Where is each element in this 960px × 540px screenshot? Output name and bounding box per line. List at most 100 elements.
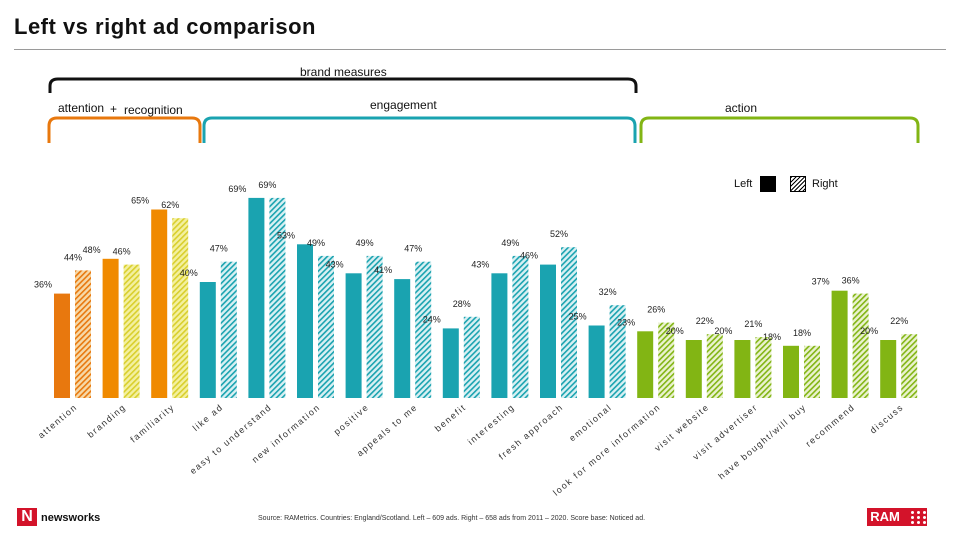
attention-label: attention xyxy=(58,101,105,115)
category-label-branding: branding xyxy=(85,402,127,440)
category-label-look-for-more-information: look for more information xyxy=(551,402,662,498)
engagement-label: engagement xyxy=(370,98,437,112)
data-label-visit-advertiser-left: 20% xyxy=(714,326,732,336)
engagement-bracket xyxy=(202,116,637,143)
bar-recommend-right xyxy=(852,293,869,398)
data-label-interesting-left: 43% xyxy=(471,259,489,269)
data-label-fresh-approach-right: 52% xyxy=(550,229,568,239)
bar-fresh-approach-left xyxy=(540,264,556,398)
data-label-benefit-left: 24% xyxy=(423,314,441,324)
data-label-branding-left: 48% xyxy=(83,245,101,255)
bar-new-information-right xyxy=(318,255,334,398)
bar-recommend-left xyxy=(831,290,848,398)
data-label-visit-advertiser-right: 21% xyxy=(744,319,762,329)
recognition-label: recognition xyxy=(124,103,183,117)
brand-measures-label: brand measures xyxy=(300,65,387,79)
bar-look-for-more-information-left xyxy=(637,331,654,398)
data-label-look-for-more-information-left: 23% xyxy=(617,317,635,327)
plus-label: + xyxy=(110,102,118,116)
data-label-branding-right: 46% xyxy=(113,247,131,257)
data-label-recommend-right: 36% xyxy=(842,276,860,286)
category-label-like-ad: like ad xyxy=(191,402,225,433)
data-label-fresh-approach-left: 46% xyxy=(520,251,538,261)
data-label-familiarity-left: 65% xyxy=(131,196,149,206)
category-label-easy-to-understand: easy to understand xyxy=(188,402,274,476)
category-label-positive: positive xyxy=(332,402,371,437)
bar-familiarity-left xyxy=(151,209,168,398)
data-label-discuss-right: 22% xyxy=(890,316,908,326)
data-label-appeals-to-me-right: 47% xyxy=(404,244,422,254)
bar-easy-to-understand-right xyxy=(269,197,286,398)
data-label-attention-left: 36% xyxy=(34,280,52,290)
bar-appeals-to-me-left xyxy=(394,279,411,398)
data-label-interesting-right: 49% xyxy=(501,238,519,248)
category-label-recommend: recommend xyxy=(804,402,857,449)
title-divider xyxy=(14,49,946,50)
data-label-positive-right: 49% xyxy=(356,238,374,248)
bar-new-information-left xyxy=(297,244,313,398)
data-label-like-ad-right: 47% xyxy=(210,244,228,254)
data-label-discuss-left: 20% xyxy=(860,326,878,336)
bar-fresh-approach-right xyxy=(561,247,577,398)
bar-emotional-left xyxy=(588,325,605,398)
ram-logo-text: RAM xyxy=(870,509,900,524)
legend-left-swatch xyxy=(760,176,776,192)
category-label-benefit: benefit xyxy=(433,402,468,434)
action-label: action xyxy=(725,101,758,115)
bar-like-ad-left xyxy=(199,282,216,398)
category-label-emotional: emotional xyxy=(567,402,614,443)
bar-branding-right xyxy=(123,264,140,398)
data-label-visit-website-left: 20% xyxy=(666,326,684,336)
bar-look-for-more-information-right xyxy=(658,322,675,398)
data-label-visit-website-right: 22% xyxy=(696,316,714,326)
bar-branding-left xyxy=(102,258,119,398)
legend-right-swatch xyxy=(790,176,806,192)
source-note: Source: RAMetrics. Countries: England/Sc… xyxy=(258,515,646,522)
page-title: Left vs right ad comparison xyxy=(14,14,316,39)
newsworks-logo-text: newsworks xyxy=(41,512,101,524)
data-label-positive-left: 43% xyxy=(326,259,344,269)
bar-discuss-right xyxy=(901,334,918,398)
bar-attention-left xyxy=(54,293,70,398)
category-label-familiarity: familiarity xyxy=(128,402,176,445)
legend-left-label: Left xyxy=(734,178,753,190)
category-label-interesting: interesting xyxy=(466,402,517,447)
data-label-easy-to-understand-left: 69% xyxy=(228,184,246,194)
data-label-appeals-to-me-left: 41% xyxy=(374,265,392,275)
bar-familiarity-right xyxy=(172,218,189,398)
data-label-new-information-right: 49% xyxy=(307,238,325,248)
data-label-emotional-left: 25% xyxy=(569,312,587,322)
data-label-familiarity-right: 62% xyxy=(161,200,179,210)
bar-visit-website-left xyxy=(685,340,702,398)
bar-like-ad-right xyxy=(220,261,237,398)
newsworks-logo-mark: N xyxy=(17,508,37,526)
bar-interesting-left xyxy=(491,273,508,398)
data-label-have-bought-will-buy-left: 18% xyxy=(763,332,781,342)
ram-logo: RAM xyxy=(867,508,927,526)
action-bracket xyxy=(639,116,920,143)
data-label-look-for-more-information-right: 26% xyxy=(647,305,665,315)
bar-visit-advertiser-right xyxy=(755,337,772,398)
legend-right-label: Right xyxy=(812,178,838,190)
category-label-discuss: discuss xyxy=(868,402,905,436)
data-label-emotional-right: 32% xyxy=(599,287,617,297)
brand-measures-bracket xyxy=(48,77,638,93)
category-label-attention: attention xyxy=(36,402,79,441)
bar-attention-right xyxy=(75,270,91,398)
data-label-easy-to-understand-right: 69% xyxy=(258,180,276,190)
bar-have-bought-will-buy-left xyxy=(783,345,799,398)
attention-recognition-bracket xyxy=(47,116,202,143)
bar-discuss-left xyxy=(880,340,897,398)
bar-positive-right xyxy=(366,255,383,398)
data-label-have-bought-will-buy-right: 18% xyxy=(793,328,811,338)
category-label-have-bought-will-buy: have bought/will buy xyxy=(716,402,808,481)
bar-easy-to-understand-left xyxy=(248,197,265,398)
data-label-like-ad-left: 40% xyxy=(180,268,198,278)
data-label-benefit-right: 28% xyxy=(453,299,471,309)
bar-emotional-right xyxy=(609,305,626,398)
bar-benefit-left xyxy=(442,328,459,398)
bar-have-bought-will-buy-right xyxy=(804,345,820,398)
bar-positive-left xyxy=(345,273,362,398)
data-label-new-information-left: 53% xyxy=(277,230,295,240)
